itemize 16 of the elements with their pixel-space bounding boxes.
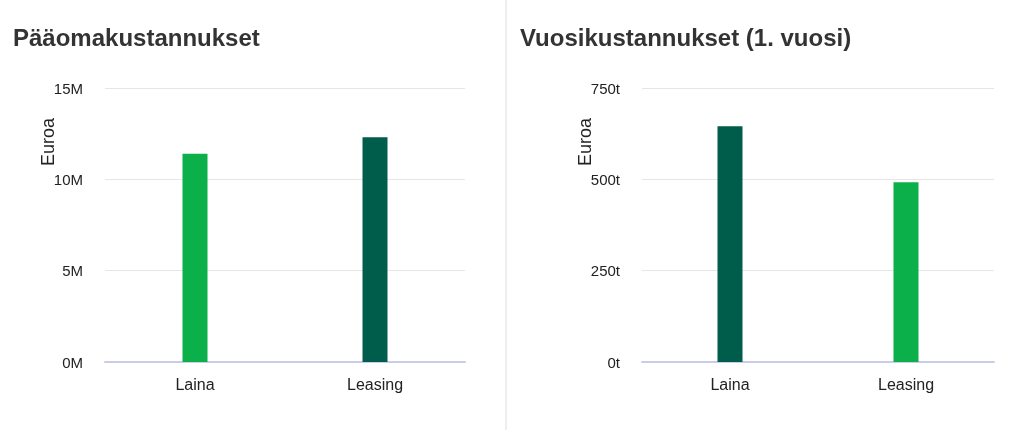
y-tick-label: 0M	[62, 353, 83, 371]
y-tick-label: 0t	[607, 353, 621, 371]
y-tick-label: 15M	[53, 79, 83, 97]
x-tick-label: Laina	[175, 375, 215, 393]
x-tick-label: Leasing	[877, 375, 935, 393]
chart-title: Vuosikustannukset (1. vuosi)	[520, 23, 852, 51]
y-axis-title: Euroa	[575, 117, 595, 167]
y-axis-title: Euroa	[38, 117, 58, 167]
y-tick-label: 10M	[53, 170, 83, 188]
x-tick-label: Laina	[710, 375, 750, 393]
y-tick-label: 500t	[590, 170, 621, 188]
chart-title: Pääomakustannukset	[13, 23, 260, 51]
x-tick-label: Leasing	[346, 375, 404, 393]
y-tick-label: 750t	[590, 79, 621, 97]
y-tick-label: 5M	[62, 262, 83, 280]
y-tick-label: 250t	[590, 262, 621, 280]
